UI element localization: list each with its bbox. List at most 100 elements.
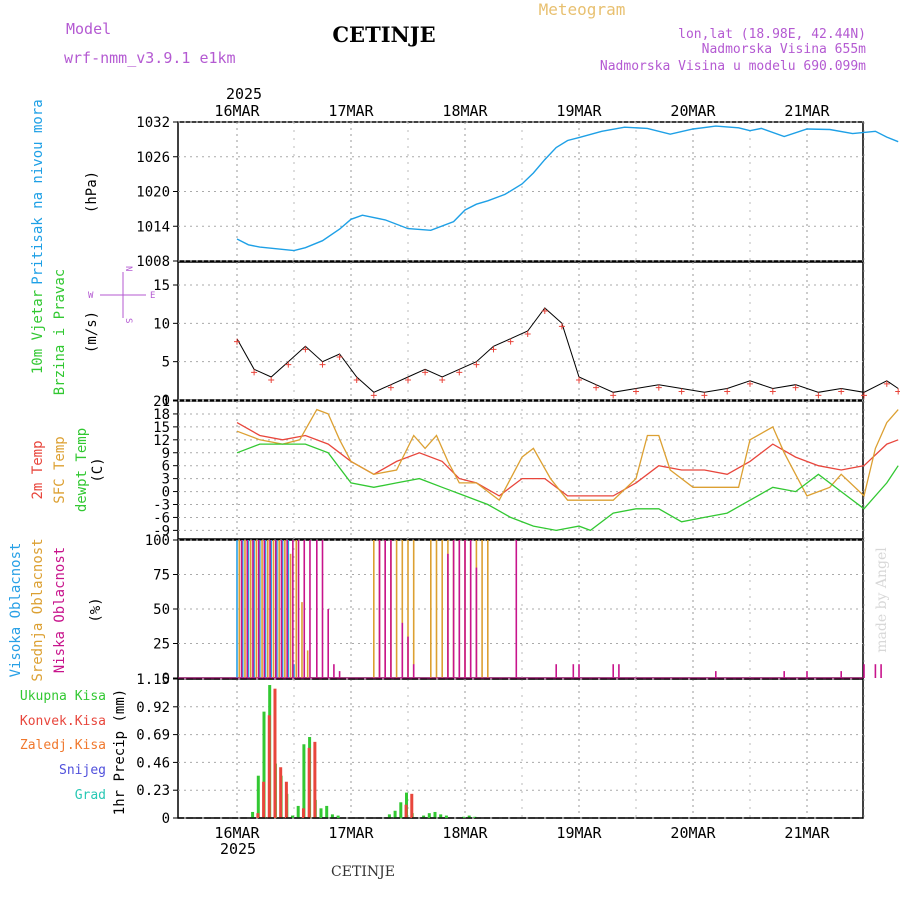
wind-gust-marker xyxy=(353,377,360,383)
precip-bar xyxy=(439,814,443,818)
wind-gust-marker xyxy=(507,338,514,345)
precip-bar xyxy=(273,688,277,818)
y-tick-label: 1008 xyxy=(136,254,170,270)
precip-bar xyxy=(410,793,414,818)
precip-bar xyxy=(256,775,260,818)
precip-bar xyxy=(444,815,448,818)
year-bottom: 2025 xyxy=(220,840,256,858)
y-tick-label: 3 xyxy=(162,472,170,488)
y-tick-label: 5 xyxy=(162,355,170,371)
wind-gust-marker xyxy=(387,384,394,391)
y-tick-label: 1032 xyxy=(136,115,170,131)
precip-bar xyxy=(251,811,255,818)
y-tick-label: 1026 xyxy=(136,150,170,166)
precip-bar xyxy=(301,808,305,818)
wind-ylabel-1: 10m Vjetar xyxy=(30,290,46,374)
wind-gust-marker xyxy=(655,384,662,391)
legend-konvek: Konvek.Kisa xyxy=(20,714,106,729)
wind-gust-marker xyxy=(456,369,463,376)
y-tick-label: 6 xyxy=(162,459,170,475)
station-title: CETINJE xyxy=(332,22,435,47)
pressure-ylabel: Pritisak na nivou mora xyxy=(30,99,46,284)
wind-gust-marker xyxy=(422,369,429,376)
precip-bar xyxy=(256,813,260,818)
lonlat-text: lon,lat (18.98E, 42.44N) xyxy=(678,27,866,42)
temp-ylabel-1: 2m Temp xyxy=(30,440,46,499)
wind-gust-marker xyxy=(724,388,731,395)
wind-ylabel-2: Brzina i Pravac xyxy=(52,269,68,395)
cloud-unit: (%) xyxy=(88,597,104,622)
temp-ylabel-3: dewpt Temp xyxy=(74,428,90,512)
precip-bar xyxy=(473,816,477,818)
y-tick-label: -3 xyxy=(153,498,170,514)
wind-gust-marker xyxy=(370,392,377,399)
day-label: 19MAR xyxy=(556,102,602,120)
precip-bar xyxy=(319,808,323,818)
wind-gust-marker xyxy=(319,361,326,368)
precip-bar xyxy=(399,802,403,818)
y-tick-label: 21 xyxy=(153,394,170,410)
y-tick-label: 50 xyxy=(153,602,170,618)
day-label: 20MAR xyxy=(670,102,716,120)
wind-gust-marker xyxy=(524,331,531,337)
year-top: 2025 xyxy=(226,85,262,103)
wind-gust-marker xyxy=(473,361,480,368)
sfc-temp-line xyxy=(236,408,899,502)
wind-gust-marker xyxy=(558,323,565,330)
precip-bar xyxy=(404,804,408,818)
y-tick-label: 1020 xyxy=(136,185,170,201)
precip-bar xyxy=(284,781,288,818)
wind-gust-marker xyxy=(439,377,446,383)
compass-n: N xyxy=(123,266,133,271)
wind-gust-marker xyxy=(576,377,582,383)
y-tick-label: 10 xyxy=(153,316,170,332)
day-label: 16MAR xyxy=(214,102,260,120)
precip-bar xyxy=(279,767,283,818)
precip-bar xyxy=(387,814,391,818)
y-tick-label: -9 xyxy=(153,523,170,539)
footer-station: CETINJE xyxy=(331,864,395,880)
wind-gust-marker xyxy=(895,388,900,395)
y-tick-label: 9 xyxy=(162,446,170,462)
cloud-ylabel-2: Srednja Oblacnost xyxy=(30,538,46,681)
precip-bar xyxy=(433,811,437,818)
day-label: 21MAR xyxy=(784,824,830,842)
precip-bar xyxy=(393,810,397,818)
precip-bar xyxy=(291,815,294,818)
y-tick-label: 0.46 xyxy=(136,755,170,771)
day-label: 18MAR xyxy=(442,102,488,120)
wind-gust-marker xyxy=(405,377,411,383)
y-tick-label: 0 xyxy=(162,671,170,687)
precip-bar xyxy=(467,815,471,818)
day-label: 20MAR xyxy=(670,824,716,842)
wind-gust-marker xyxy=(815,392,822,399)
compass-s: S xyxy=(123,318,133,323)
wind-speed-line xyxy=(236,307,899,393)
wind-gust-marker xyxy=(747,380,753,387)
precip-bar xyxy=(262,711,266,818)
model-label: Model xyxy=(66,20,111,38)
y-tick-label: 12 xyxy=(153,433,170,449)
wind-gust-marker xyxy=(490,346,497,353)
y-tick-label: 1014 xyxy=(136,219,170,235)
wind-unit: (m/s) xyxy=(84,311,100,353)
wind-gust-marker xyxy=(302,346,309,353)
chart-marks xyxy=(178,125,900,819)
wind-gust-marker xyxy=(769,388,776,395)
y-tick-label: 15 xyxy=(153,278,170,294)
wind-gust-marker xyxy=(838,388,845,395)
day-label: 21MAR xyxy=(784,102,830,120)
precip-bar xyxy=(262,781,266,818)
wind-gust-marker xyxy=(678,388,685,395)
altitude-text: Nadmorska Visina 655m xyxy=(702,42,867,57)
day-label: 16MAR xyxy=(214,824,260,842)
wind-gust-marker xyxy=(541,308,548,314)
day-label: 18MAR xyxy=(442,824,488,842)
wind-gust-marker xyxy=(251,369,258,376)
day-label: 17MAR xyxy=(328,102,374,120)
y-tick-label: 0.69 xyxy=(136,728,170,744)
dewpoint-line xyxy=(236,443,899,532)
wind-gust-marker xyxy=(861,392,867,399)
wind-gust-marker xyxy=(336,354,343,360)
y-tick-labels: 10321026102010141008151050211815129630-3… xyxy=(136,115,170,827)
